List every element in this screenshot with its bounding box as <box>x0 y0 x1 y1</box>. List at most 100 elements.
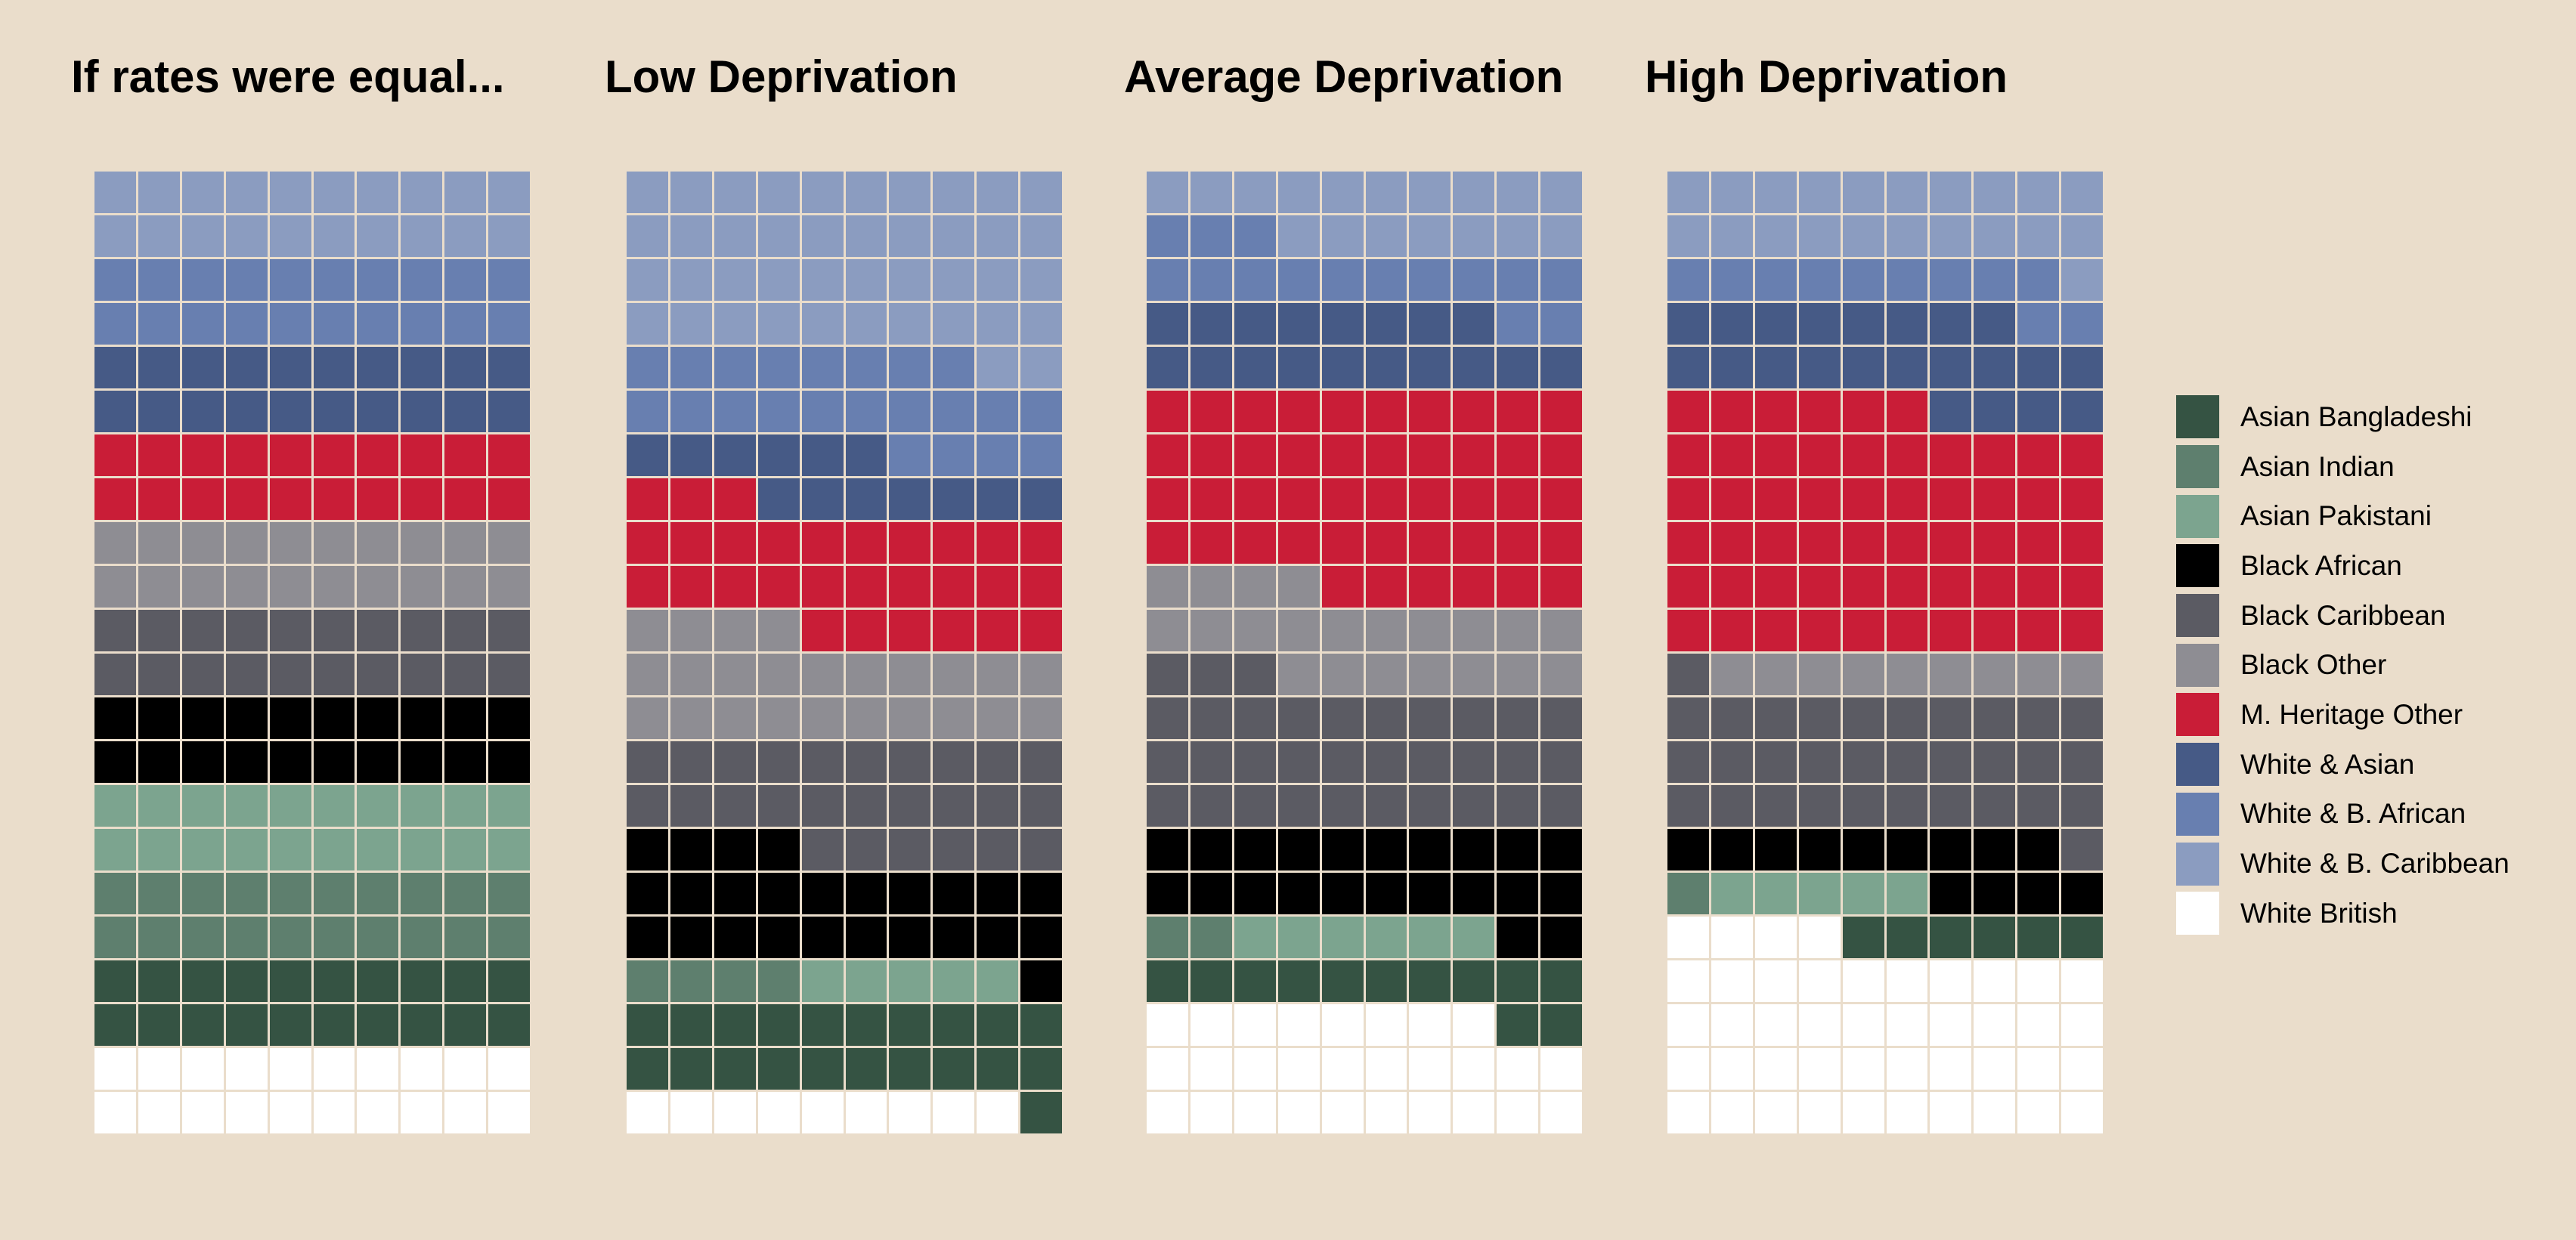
waffle-cell <box>138 829 180 870</box>
waffle-cell <box>94 829 136 870</box>
waffle-cell <box>2017 829 2060 870</box>
waffle-cell <box>269 259 311 301</box>
waffle-cell <box>801 303 844 345</box>
waffle-cell <box>1754 610 1797 651</box>
waffle-cell <box>2017 172 2060 213</box>
waffle-cell <box>1020 610 1062 651</box>
waffle-cell <box>889 741 931 783</box>
waffle-cell <box>1321 478 1364 520</box>
waffle-cell <box>488 522 530 564</box>
waffle-cell <box>1190 829 1232 870</box>
waffle-cell <box>1365 829 1407 870</box>
waffle-cell <box>2017 1048 2060 1090</box>
waffle-cell <box>670 1092 712 1133</box>
waffle-cell <box>1540 215 1582 257</box>
legend: Asian Bangladeshi Asian Indian Asian Pak… <box>2176 392 2509 939</box>
waffle-cell <box>1497 215 1539 257</box>
waffle-cell <box>401 172 443 213</box>
waffle-cell <box>1277 434 1320 476</box>
waffle-cell <box>2061 522 2103 564</box>
waffle-cell <box>627 960 668 1002</box>
waffle-cell <box>1453 610 1495 651</box>
waffle-cell <box>1321 1092 1364 1133</box>
waffle-cell <box>801 1092 844 1133</box>
waffle-cell <box>1497 1092 1539 1133</box>
waffle-cell <box>757 259 800 301</box>
waffle-cell <box>269 347 311 388</box>
waffle-cell <box>181 434 224 476</box>
waffle-cell <box>269 785 311 827</box>
waffle-cell <box>1321 303 1364 345</box>
waffle-cell <box>1453 829 1495 870</box>
waffle-cell <box>1277 1048 1320 1090</box>
waffle-cell <box>1798 741 1841 783</box>
waffle-cell <box>401 873 443 914</box>
panel-title-average: Average Deprivation <box>1124 51 1564 102</box>
waffle-cell <box>1886 347 1928 388</box>
waffle-cell <box>2017 303 2060 345</box>
waffle-cell <box>269 654 311 695</box>
waffle-cell <box>714 391 756 432</box>
waffle-cell <box>94 259 136 301</box>
waffle-cell <box>138 873 180 914</box>
waffle-cell <box>670 434 712 476</box>
waffle-cell <box>1020 654 1062 695</box>
waffle-cell <box>1930 303 1972 345</box>
waffle-cell <box>1234 741 1276 783</box>
waffle-cell <box>1453 478 1495 520</box>
waffle-cell <box>1886 873 1928 914</box>
waffle-cell <box>357 434 399 476</box>
waffle-cell <box>1886 654 1928 695</box>
waffle-cell <box>1886 829 1928 870</box>
waffle-cell <box>1321 785 1364 827</box>
waffle-cell <box>845 873 887 914</box>
waffle-cell <box>2061 873 2103 914</box>
waffle-cell <box>94 215 136 257</box>
legend-label: White British <box>2240 897 2398 929</box>
waffle-cell <box>1497 347 1539 388</box>
waffle-cell <box>357 654 399 695</box>
waffle-cell <box>714 303 756 345</box>
waffle-cell <box>670 1048 712 1090</box>
waffle-cell <box>1754 1092 1797 1133</box>
waffle-cell <box>1147 215 1188 257</box>
waffle-cell <box>444 478 487 520</box>
waffle-cell <box>1277 215 1320 257</box>
waffle-cell <box>1365 172 1407 213</box>
waffle-cell <box>94 1004 136 1046</box>
waffle-cell <box>1886 1092 1928 1133</box>
waffle-cell <box>933 522 975 564</box>
waffle-cell <box>1798 785 1841 827</box>
waffle-cell <box>757 697 800 739</box>
waffle-cell <box>845 829 887 870</box>
waffle-cell <box>977 303 1019 345</box>
waffle-cell <box>1974 917 2016 958</box>
waffle-cell <box>977 654 1019 695</box>
waffle-cell <box>1798 259 1841 301</box>
waffle-cell <box>1497 741 1539 783</box>
waffle-cell <box>933 741 975 783</box>
waffle-cell <box>401 697 443 739</box>
waffle-cell <box>1234 873 1276 914</box>
waffle-cell <box>313 741 355 783</box>
waffle-cell <box>845 917 887 958</box>
waffle-cell <box>1365 478 1407 520</box>
waffle-cell <box>2017 960 2060 1002</box>
waffle-cell <box>889 303 931 345</box>
waffle-cell <box>757 785 800 827</box>
waffle-cell <box>1974 1048 2016 1090</box>
waffle-cell <box>1321 391 1364 432</box>
waffle-cell <box>357 873 399 914</box>
waffle-cell <box>488 434 530 476</box>
waffle-cell <box>1930 960 1972 1002</box>
waffle-cell <box>889 1092 931 1133</box>
waffle-cell <box>225 215 268 257</box>
waffle-cell <box>933 172 975 213</box>
waffle-cell <box>313 1004 355 1046</box>
waffle-cell <box>1798 434 1841 476</box>
waffle-cell <box>1277 1004 1320 1046</box>
legend-label: M. Heritage Other <box>2240 698 2463 730</box>
waffle-cell <box>225 960 268 1002</box>
legend-swatch <box>2176 643 2219 687</box>
waffle-cell <box>1974 654 2016 695</box>
